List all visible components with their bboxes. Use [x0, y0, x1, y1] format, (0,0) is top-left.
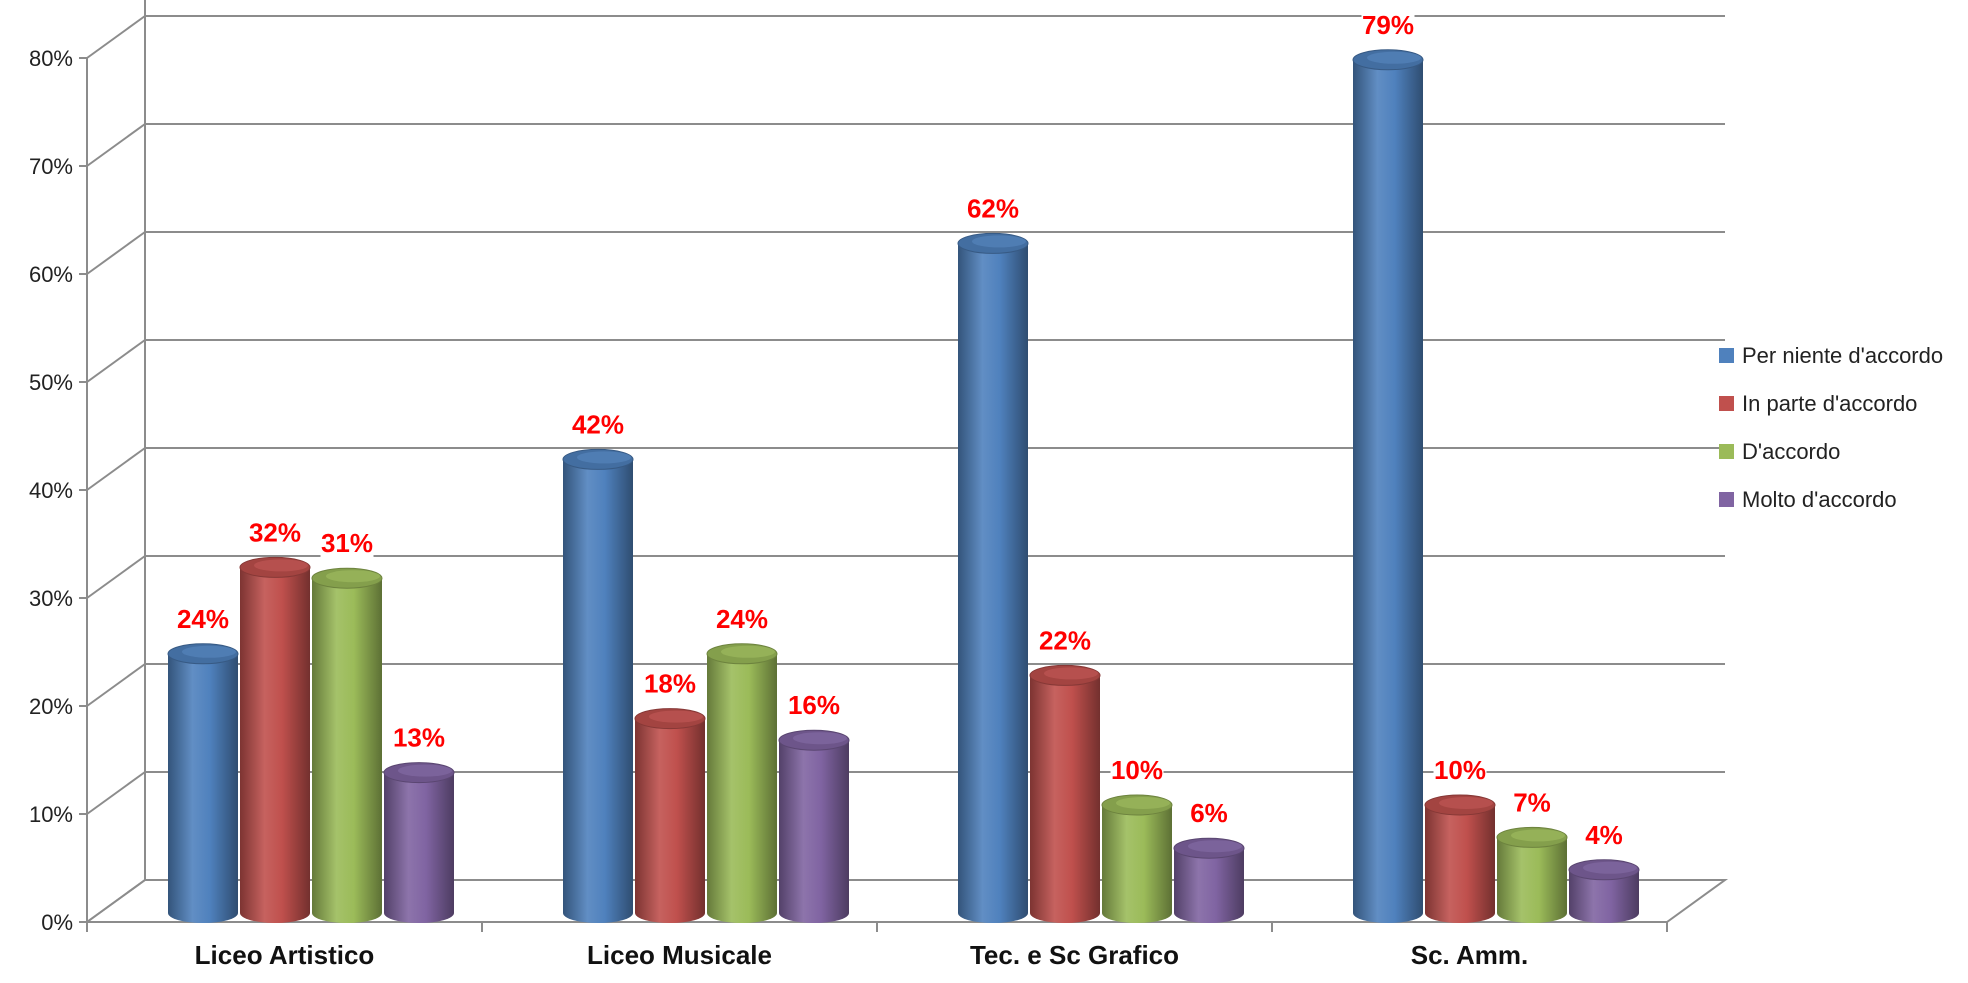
gridline — [86, 447, 1725, 491]
data-label: 24% — [176, 601, 230, 636]
legend-item: In parte d'accordo — [1719, 391, 1917, 416]
y-tick-label: 60% — [29, 262, 73, 287]
svg-text:18%: 18% — [644, 669, 696, 699]
data-label: 32% — [248, 515, 302, 550]
svg-text:32%: 32% — [249, 517, 301, 547]
svg-text:4%: 4% — [1585, 820, 1623, 850]
y-tick-label: 80% — [29, 46, 73, 71]
gridline — [86, 123, 1725, 167]
data-label: 4% — [1585, 817, 1623, 852]
bar — [1496, 826, 1568, 923]
gridline — [86, 339, 1725, 383]
legend-item: Per niente d'accordo — [1719, 343, 1943, 368]
bar — [1568, 859, 1640, 923]
y-tick-label: 10% — [29, 802, 73, 827]
gridline — [86, 555, 1725, 599]
data-label: 18% — [643, 666, 697, 701]
legend-item: Molto d'accordo — [1719, 487, 1897, 512]
bar — [634, 708, 706, 923]
legend-item: D'accordo — [1719, 439, 1840, 464]
svg-text:24%: 24% — [177, 604, 229, 634]
data-label: 62% — [966, 191, 1020, 226]
y-tick-label: 40% — [29, 478, 73, 503]
y-tick-label: 50% — [29, 370, 73, 395]
data-label: 31% — [320, 526, 374, 561]
bar — [957, 232, 1029, 923]
legend-swatch — [1719, 444, 1734, 459]
data-label: 10% — [1110, 753, 1164, 787]
svg-text:31%: 31% — [321, 528, 373, 558]
data-label: 79% — [1361, 7, 1415, 42]
legend-swatch — [1719, 348, 1734, 363]
category-label: Liceo Artistico — [195, 940, 375, 970]
gridline — [86, 15, 1725, 59]
svg-text:7%: 7% — [1513, 787, 1551, 817]
y-tick-label: 0% — [41, 910, 73, 935]
data-label: 42% — [571, 407, 625, 442]
y-tick-label: 70% — [29, 154, 73, 179]
legend: Per niente d'accordo In parte d'accordo D'… — [1719, 343, 1943, 512]
category-label: Liceo Musicale — [587, 940, 772, 970]
gridline — [86, 663, 1725, 707]
bar — [239, 556, 311, 923]
data-labels: 24% 32% 31% 13% 42% 18% 24% 16% 62% 22% 10% 6% 79% 10… — [176, 7, 1623, 852]
svg-text:16%: 16% — [788, 690, 840, 720]
svg-text:79%: 79% — [1362, 10, 1414, 40]
bar — [1101, 794, 1173, 923]
data-label: 22% — [1038, 623, 1092, 658]
legend-label: In parte d'accordo — [1742, 391, 1917, 416]
data-label: 6% — [1190, 796, 1228, 831]
legend-label: Per niente d'accordo — [1742, 343, 1943, 368]
svg-text:10%: 10% — [1434, 755, 1486, 785]
category-labels: Liceo Artistico Liceo Musicale Tec. e Sc G… — [195, 940, 1529, 970]
svg-text:42%: 42% — [572, 409, 624, 439]
data-label: 7% — [1513, 785, 1551, 820]
legend-label: D'accordo — [1742, 439, 1840, 464]
bar — [167, 643, 239, 923]
y-tick-label: 20% — [29, 694, 73, 719]
bar — [1029, 664, 1101, 923]
bar — [706, 643, 778, 923]
svg-text:24%: 24% — [716, 604, 768, 634]
bar — [383, 762, 455, 923]
svg-text:22%: 22% — [1039, 625, 1091, 655]
bar — [562, 448, 634, 923]
bar — [1424, 794, 1496, 923]
legend-swatch — [1719, 492, 1734, 507]
y-tick-label: 30% — [29, 586, 73, 611]
data-label: 10% — [1433, 753, 1487, 787]
svg-text:6%: 6% — [1190, 798, 1228, 828]
y-axis-ticks: 0% 10% 20% 30% 40% 50% 60% 70% 80% — [29, 46, 87, 935]
bar — [1352, 49, 1424, 924]
bar — [778, 729, 850, 923]
gridline — [86, 231, 1725, 275]
bar — [311, 567, 383, 923]
bar — [1173, 837, 1245, 923]
legend-label: Molto d'accordo — [1742, 487, 1897, 512]
svg-text:10%: 10% — [1111, 755, 1163, 785]
data-label: 24% — [715, 601, 769, 636]
svg-text:62%: 62% — [967, 193, 1019, 223]
bars — [167, 49, 1640, 924]
legend-swatch — [1719, 396, 1734, 411]
category-label: Sc. Amm. — [1411, 940, 1529, 970]
category-label: Tec. e Sc Grafico — [970, 940, 1179, 970]
data-label: 16% — [787, 688, 841, 723]
svg-text:13%: 13% — [393, 723, 445, 753]
data-label: 13% — [392, 720, 446, 755]
